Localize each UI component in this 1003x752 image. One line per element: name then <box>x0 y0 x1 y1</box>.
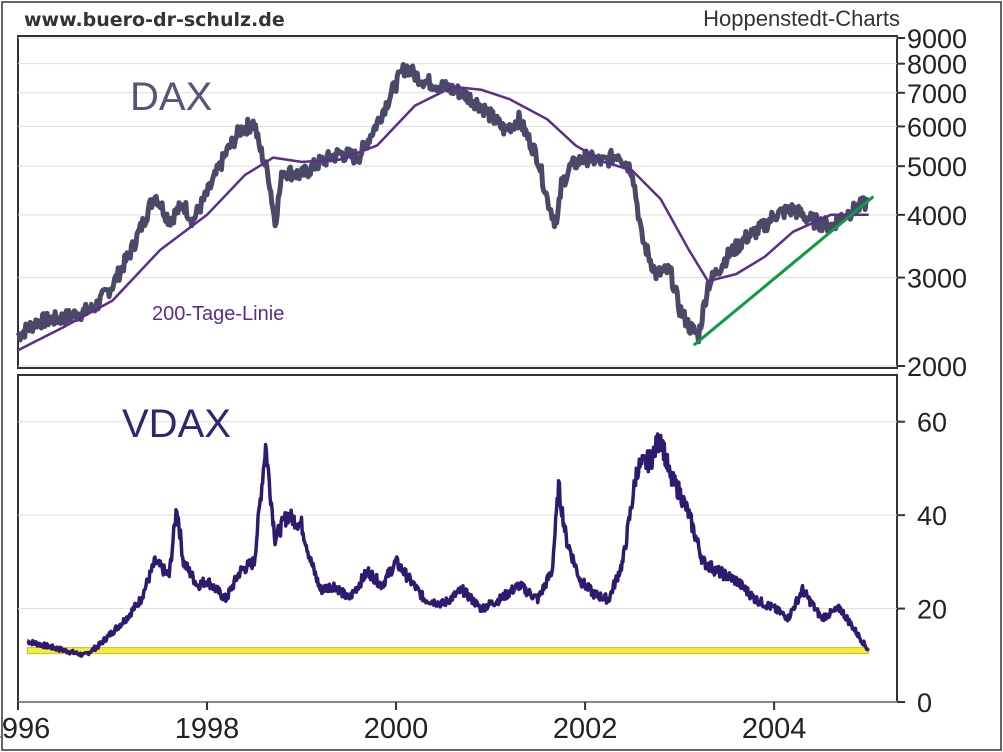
x-tick-label: 1996 <box>0 713 50 745</box>
dax-y-tick-label: 2000 <box>907 352 967 382</box>
title-deco <box>95 88 123 91</box>
site-url: www.buero-dr-schulz.de <box>24 9 285 31</box>
x-tick-label: 1998 <box>175 713 240 745</box>
vdax-floor-band <box>26 647 870 655</box>
dax-y-tick-label: 3000 <box>907 264 967 294</box>
dax-y-tick-label: 5000 <box>907 152 967 182</box>
trend-line <box>692 195 875 347</box>
dax-frame <box>17 35 898 369</box>
dax-y-tick-label: 7000 <box>907 79 967 109</box>
dax-y-tick-label: 4000 <box>907 201 967 231</box>
vdax-y-tick-label: 60 <box>917 408 947 438</box>
x-tick-label: 2002 <box>553 713 618 745</box>
ma200-annotation: 200-Tage-Linie <box>152 303 284 325</box>
x-axis: 1996 1998 2000 2002 2004 <box>0 702 806 745</box>
dax-y-tick-label: 8000 <box>907 50 967 80</box>
x-tick-label: 2000 <box>364 713 429 745</box>
vdax-y-tick-label: 20 <box>917 595 947 625</box>
vdax-panel: 0 20 40 60 VDAX <box>17 374 947 718</box>
vdax-title: VDAX <box>122 402 231 446</box>
vdax-y-tick-label: 40 <box>917 501 947 531</box>
x-tick-label: 2004 <box>742 713 807 745</box>
dax-y-tick-label: 9000 <box>907 24 967 54</box>
vdax-y-tick-label: 0 <box>917 688 932 718</box>
chart-source: Hoppenstedt-Charts <box>703 6 900 31</box>
dax-y-tick-label: 6000 <box>907 112 967 142</box>
ma200-series-line <box>17 85 869 352</box>
vdax-series-line <box>26 432 870 658</box>
dax-series-line <box>15 62 871 345</box>
dax-title: DAX <box>130 75 212 119</box>
